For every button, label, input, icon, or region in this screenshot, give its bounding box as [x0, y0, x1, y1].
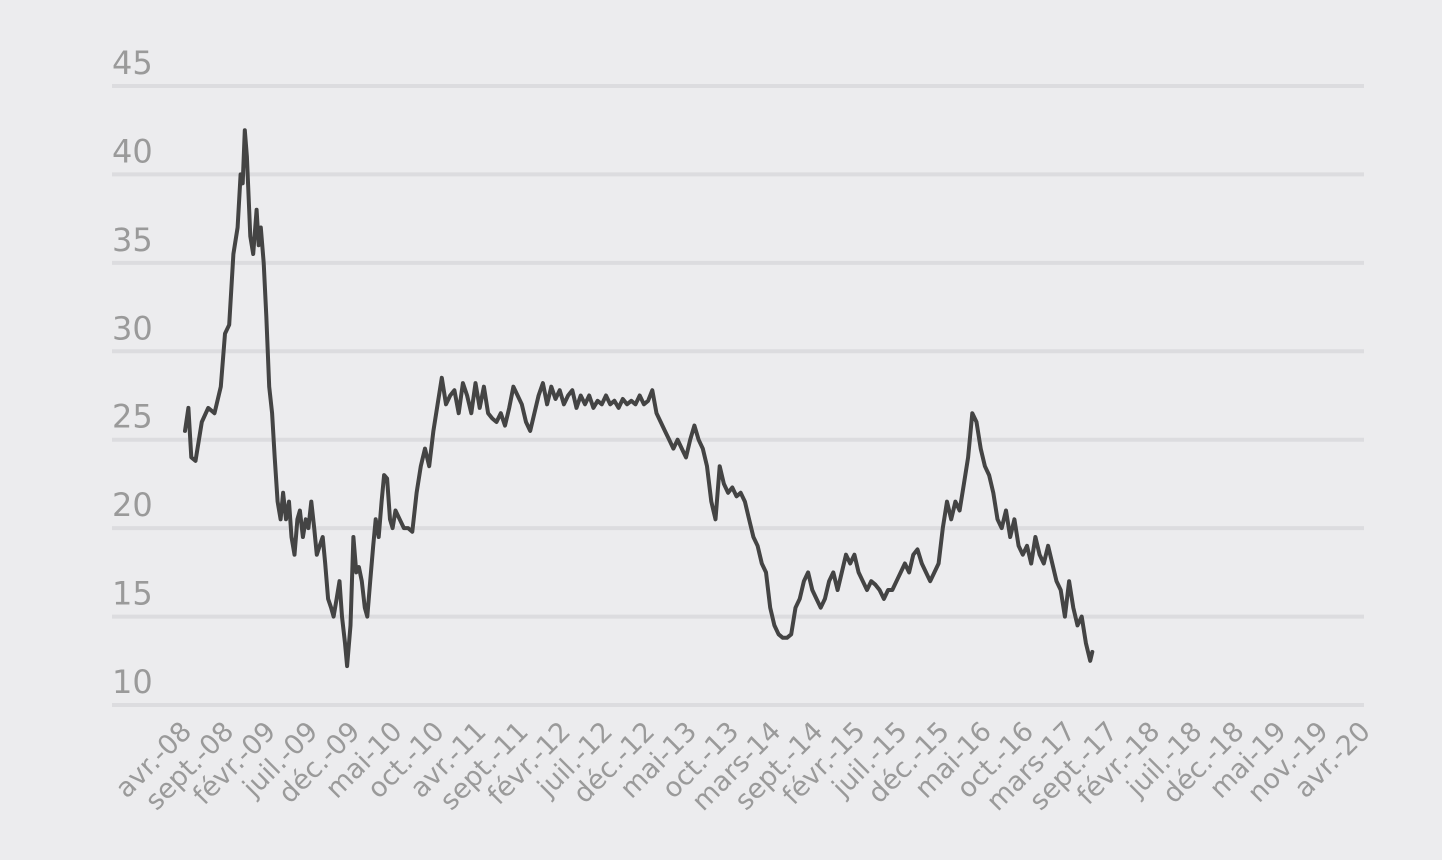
y-tick-label: 30	[112, 309, 153, 347]
y-tick-label: 35	[112, 221, 153, 259]
y-tick-label: 20	[112, 486, 153, 524]
y-tick-label: 45	[112, 44, 153, 82]
series-line	[183, 128, 1095, 669]
y-tick-label: 10	[112, 663, 153, 701]
y-tick-label: 25	[112, 398, 153, 436]
y-tick-label: 40	[112, 132, 153, 170]
y-tick-label: 15	[112, 575, 153, 613]
